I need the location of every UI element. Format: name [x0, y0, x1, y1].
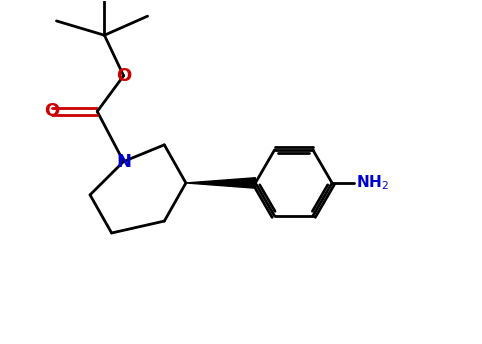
Text: NH$_2$: NH$_2$ [356, 174, 389, 192]
Text: O: O [116, 67, 131, 85]
Text: N: N [116, 152, 131, 171]
Polygon shape [186, 178, 255, 188]
Text: O: O [44, 103, 59, 120]
